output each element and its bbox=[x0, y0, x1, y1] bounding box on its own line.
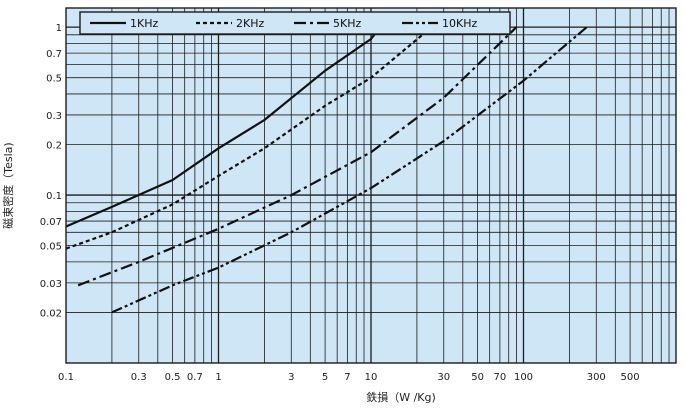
y-tick-label: 0.1 bbox=[46, 191, 62, 202]
x-tick-label: 70 bbox=[494, 372, 507, 383]
y-tick-label: 0.2 bbox=[46, 141, 62, 152]
legend-label-5KHz: 5KHz bbox=[333, 17, 361, 30]
x-tick-label: 0.5 bbox=[165, 372, 181, 383]
legend-label-10KHz: 10KHz bbox=[442, 17, 477, 30]
plot-frame bbox=[65, 7, 677, 364]
x-tick-label: 7 bbox=[344, 372, 350, 383]
y-tick-label: 0.05 bbox=[40, 242, 62, 253]
x-tick-label: 50 bbox=[471, 372, 484, 383]
y-tick-label: 0.07 bbox=[40, 217, 62, 228]
x-tick-label: 0.3 bbox=[131, 372, 147, 383]
x-tick-label: 30 bbox=[437, 372, 450, 383]
series-lines bbox=[65, 26, 588, 314]
x-axis-ticks: 0.1 0.3 0.5 0.7 1 3 5 7 10 30 50 70 100 300 500 bbox=[58, 372, 640, 383]
x-tick-label: 1 bbox=[215, 372, 221, 383]
legend-label-2KHz: 2KHz bbox=[236, 17, 264, 30]
x-axis-title: 鉄損（W /Kg) bbox=[366, 390, 436, 404]
x-tick-label: 100 bbox=[514, 372, 533, 383]
x-tick-label: 5 bbox=[322, 372, 328, 383]
y-tick-label: 0.03 bbox=[40, 279, 62, 290]
x-tick-label: 3 bbox=[288, 372, 294, 383]
x-tick-label: 300 bbox=[587, 372, 606, 383]
y-tick-label: 0.3 bbox=[46, 111, 62, 122]
series-line-5KHz bbox=[77, 26, 518, 287]
series-line-2KHz bbox=[65, 26, 433, 250]
y-tick-label: 0.5 bbox=[46, 74, 62, 85]
x-tick-label: 10 bbox=[365, 372, 378, 383]
x-tick-label: 0.1 bbox=[58, 372, 74, 383]
series-line-10KHz bbox=[111, 26, 588, 314]
y-tick-label: 1 bbox=[56, 23, 62, 34]
legend: 1KHz 2KHz 5KHz 10KHz bbox=[79, 11, 511, 35]
y-axis-title: 磁束密度（Tesla) bbox=[1, 142, 15, 228]
legend-label-1KHz: 1KHz bbox=[130, 17, 158, 30]
series-line-1KHz bbox=[65, 26, 382, 228]
y-tick-label: 0.02 bbox=[40, 308, 62, 319]
y-tick-label: 0.7 bbox=[46, 49, 62, 60]
x-tick-label: 0.7 bbox=[187, 372, 203, 383]
x-tick-label: 500 bbox=[621, 372, 640, 383]
y-axis-ticks: 1 0.7 0.5 0.3 0.2 0.1 0.07 0.05 0.03 0.02 bbox=[40, 23, 62, 319]
